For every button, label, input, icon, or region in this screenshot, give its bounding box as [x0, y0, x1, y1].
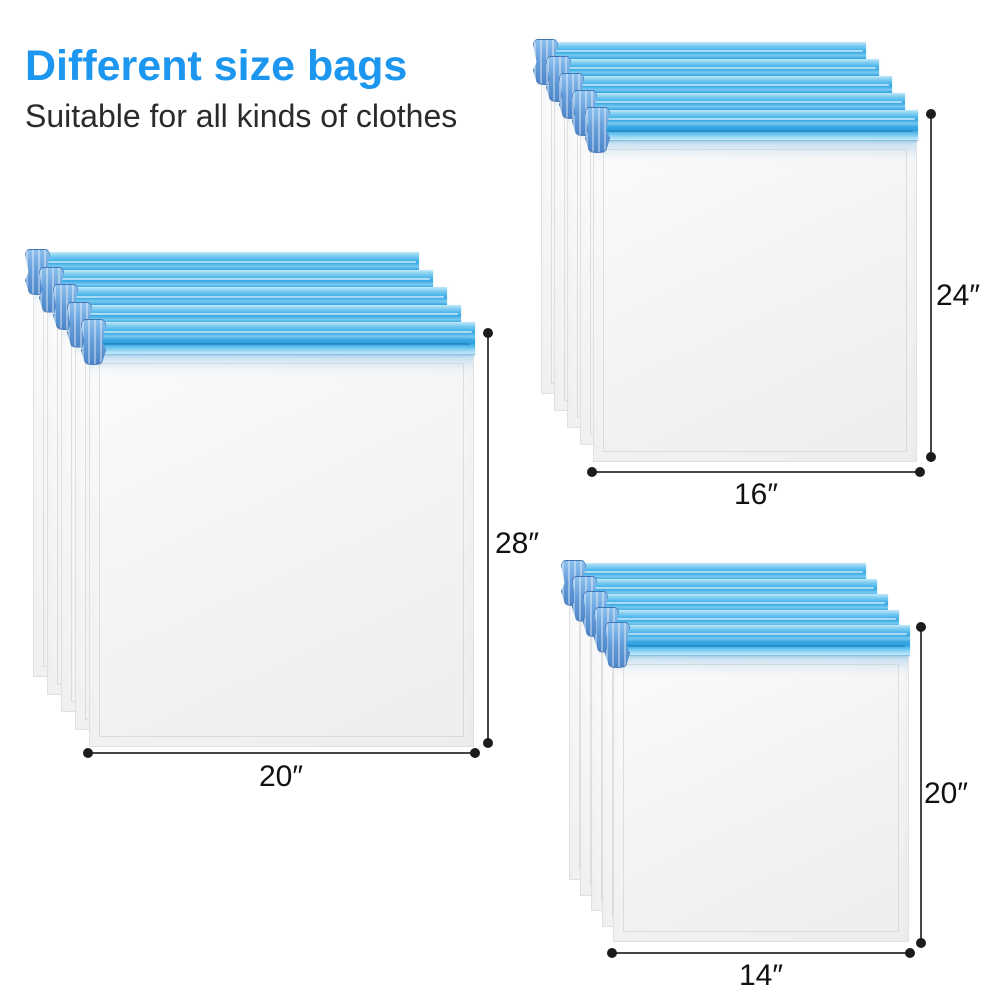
dimension-endpoint-dot	[915, 467, 925, 477]
dimension-endpoint-dot	[607, 948, 617, 958]
width-dimension-line	[88, 752, 475, 754]
dimension-endpoint-dot	[926, 109, 936, 119]
bag-body	[613, 655, 909, 942]
zipper-strip	[592, 110, 918, 141]
vacuum-bag	[585, 107, 918, 462]
width-dimension-line	[592, 471, 920, 473]
dimension-endpoint-dot	[470, 748, 480, 758]
dimension-endpoint-dot	[916, 938, 926, 948]
zipper-slider-icon	[585, 107, 610, 153]
height-dimension-label: 28″	[495, 527, 539, 560]
dimension-endpoint-dot	[905, 948, 915, 958]
height-dimension-label: 20″	[924, 777, 968, 810]
dimension-endpoint-dot	[483, 738, 493, 748]
vacuum-bag	[81, 319, 475, 747]
height-dimension-line	[920, 627, 922, 943]
page-title: Different size bags	[25, 42, 408, 90]
height-dimension-line	[930, 114, 932, 457]
vacuum-bag	[605, 622, 910, 942]
zipper-slider-icon	[605, 622, 630, 668]
width-dimension-label: 14″	[739, 959, 783, 992]
width-dimension-label: 20″	[259, 760, 303, 793]
dimension-endpoint-dot	[916, 622, 926, 632]
height-dimension-label: 24″	[936, 279, 980, 312]
bag-body	[89, 354, 474, 747]
dimension-endpoint-dot	[926, 452, 936, 462]
width-dimension-line	[612, 952, 910, 954]
dimension-endpoint-dot	[587, 467, 597, 477]
dimension-endpoint-dot	[483, 328, 493, 338]
width-dimension-label: 16″	[734, 478, 778, 511]
zipper-strip	[612, 625, 910, 656]
dimension-endpoint-dot	[83, 748, 93, 758]
height-dimension-line	[487, 333, 489, 743]
zipper-slider-icon	[81, 319, 106, 365]
page-subtitle: Suitable for all kinds of clothes	[25, 98, 458, 134]
bag-body	[593, 140, 917, 462]
zipper-strip	[88, 322, 475, 355]
